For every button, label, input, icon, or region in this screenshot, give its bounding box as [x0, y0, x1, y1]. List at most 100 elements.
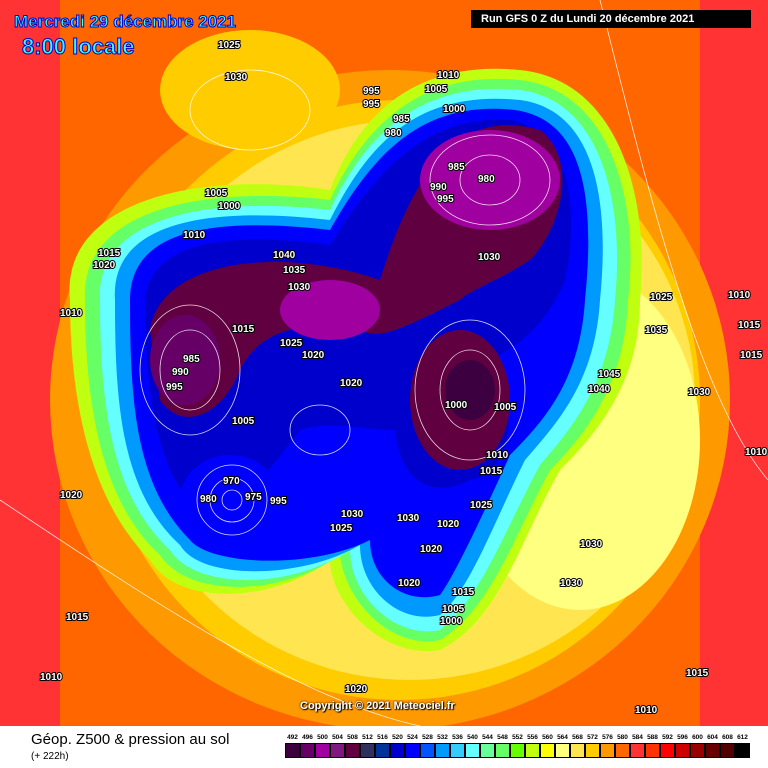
isobar-label: 1030 [580, 539, 603, 550]
isobar-label: 970 [223, 476, 240, 487]
legend-level: 532 [437, 734, 448, 741]
isobar-label: 1030 [341, 509, 364, 520]
legend-level: 508 [347, 734, 358, 741]
legend-swatch [375, 743, 390, 758]
map-title: Géop. Z500 & pression au sol [31, 731, 230, 748]
legend-level: 524 [407, 734, 418, 741]
forecast-time: 8:00 locale [22, 34, 136, 60]
isobar-label: 1030 [225, 72, 248, 83]
legend-swatch [720, 743, 735, 758]
legend-swatch [690, 743, 705, 758]
isobar-label: 990 [430, 182, 447, 193]
isobar-label: 1020 [398, 578, 421, 589]
isobar-label: 995 [166, 382, 183, 393]
isobar-label: 1005 [442, 604, 465, 615]
isobar-label: 1005 [425, 84, 448, 95]
legend-item: 492 [285, 734, 300, 758]
legend-item: 576 [600, 734, 615, 758]
legend-level: 520 [392, 734, 403, 741]
isobar-label: 975 [245, 492, 262, 503]
isobar-label: 985 [393, 114, 410, 125]
legend-swatch [315, 743, 330, 758]
isobar-label: 1035 [283, 265, 306, 276]
legend-level: 560 [542, 734, 553, 741]
legend-item: 604 [705, 734, 720, 758]
legend-item: 540 [465, 734, 480, 758]
legend-level: 596 [677, 734, 688, 741]
legend-level: 588 [647, 734, 658, 741]
isobar-label: 1015 [740, 350, 763, 361]
legend-item: 532 [435, 734, 450, 758]
isobar-label: 1010 [40, 672, 63, 683]
legend-item: 544 [480, 734, 495, 758]
legend-swatch [660, 743, 675, 758]
legend-item: 536 [450, 734, 465, 758]
isobar-label: 1030 [288, 282, 311, 293]
legend-swatch [495, 743, 510, 758]
legend-swatch [615, 743, 630, 758]
legend-item: 500 [315, 734, 330, 758]
legend-level: 568 [572, 734, 583, 741]
legend-swatch [555, 743, 570, 758]
isobar-label: 995 [270, 496, 287, 507]
legend-level: 584 [632, 734, 643, 741]
isobar-label: 1005 [232, 416, 255, 427]
legend-item: 528 [420, 734, 435, 758]
legend-item: 612 [735, 734, 750, 758]
isobar-label: 1025 [470, 500, 493, 511]
legend-item: 512 [360, 734, 375, 758]
legend-item: 560 [540, 734, 555, 758]
isobar-label: 1020 [302, 350, 325, 361]
legend-swatch [540, 743, 555, 758]
isobar-label: 1020 [345, 684, 368, 695]
isobar-label: 985 [448, 162, 465, 173]
isobar-label: 1010 [635, 705, 658, 716]
legend-level: 580 [617, 734, 628, 741]
legend-level: 600 [692, 734, 703, 741]
legend-level: 572 [587, 734, 598, 741]
isobar-label: 995 [363, 86, 380, 97]
legend-item: 548 [495, 734, 510, 758]
legend-level: 516 [377, 734, 388, 741]
legend-swatch [360, 743, 375, 758]
isobar-label: 1045 [598, 369, 621, 380]
legend-item: 520 [390, 734, 405, 758]
legend-swatch [480, 743, 495, 758]
legend-swatch [675, 743, 690, 758]
legend-swatch [285, 743, 300, 758]
isobar-label: 1040 [273, 250, 296, 261]
isobar-label: 985 [183, 354, 200, 365]
isobar-label: 1020 [340, 378, 363, 389]
isobar-label: 980 [478, 174, 495, 185]
legend-item: 496 [300, 734, 315, 758]
legend-level: 540 [467, 734, 478, 741]
legend-level: 552 [512, 734, 523, 741]
isobar-label: 1025 [650, 292, 673, 303]
copyright: Copyright © 2021 Meteociel.fr [300, 700, 455, 712]
isobar-label: 1010 [486, 450, 509, 461]
legend-swatch [420, 743, 435, 758]
legend-item: 608 [720, 734, 735, 758]
isobar-label: 1015 [452, 587, 475, 598]
legend-level: 492 [287, 734, 298, 741]
legend-swatch [510, 743, 525, 758]
isobar-label: 1015 [686, 668, 709, 679]
isobar-label: 1030 [397, 513, 420, 524]
legend-swatch [525, 743, 540, 758]
isobar-label: 1015 [738, 320, 761, 331]
isobar-label: 1040 [588, 384, 611, 395]
isobar-label: 1025 [330, 523, 353, 534]
legend-item: 588 [645, 734, 660, 758]
legend-item: 564 [555, 734, 570, 758]
legend-level: 500 [317, 734, 328, 741]
isobar-label: 1020 [93, 260, 116, 271]
lead-time: (+ 222h) [31, 751, 69, 762]
legend-swatch [600, 743, 615, 758]
legend-level: 592 [662, 734, 673, 741]
legend-item: 592 [660, 734, 675, 758]
legend-level: 536 [452, 734, 463, 741]
legend-item: 584 [630, 734, 645, 758]
legend-level: 504 [332, 734, 343, 741]
isobar-label: 1015 [232, 324, 255, 335]
